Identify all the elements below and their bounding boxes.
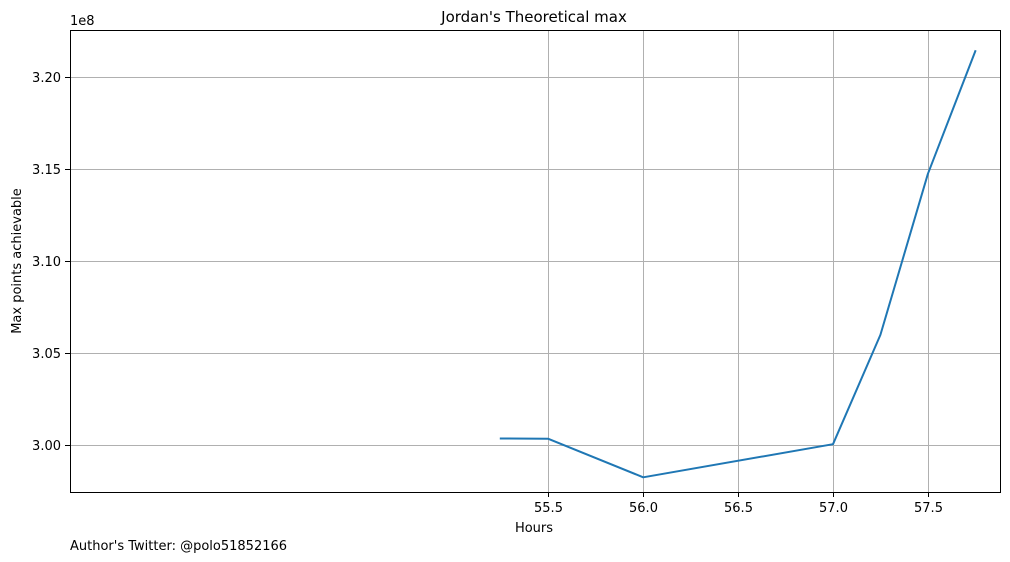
x-tick-label: 57.5: [914, 501, 943, 516]
chart-title: Jordan's Theoretical max: [440, 8, 627, 26]
grid: [70, 30, 1000, 492]
y-tick-label: 3.10: [32, 255, 61, 270]
y-tick-label: 3.20: [32, 71, 61, 86]
y-tick-label: 3.05: [32, 347, 61, 362]
y-axis-ticks: 3.00 3.05 3.10 3.15 3.20: [32, 71, 70, 454]
y-tick-label: 3.15: [32, 163, 61, 178]
y-offset-label: 1e8: [70, 14, 95, 29]
plot-area: [70, 30, 1001, 493]
series-layer: [499, 49, 977, 479]
x-axis-label: Hours: [515, 521, 553, 536]
x-tick-label: 57.0: [819, 501, 848, 516]
x-axis-ticks: 55.5 56.0 56.5 57.0 57.5: [534, 492, 943, 516]
x-tick-label: 56.0: [629, 501, 658, 516]
y-axis-label: Max points achievable: [10, 188, 25, 334]
author-credit: Author's Twitter: @polo51852166: [70, 539, 287, 554]
y-tick-label: 3.00: [32, 439, 61, 454]
x-tick-label: 55.5: [534, 501, 563, 516]
x-tick-label: 56.5: [724, 501, 753, 516]
